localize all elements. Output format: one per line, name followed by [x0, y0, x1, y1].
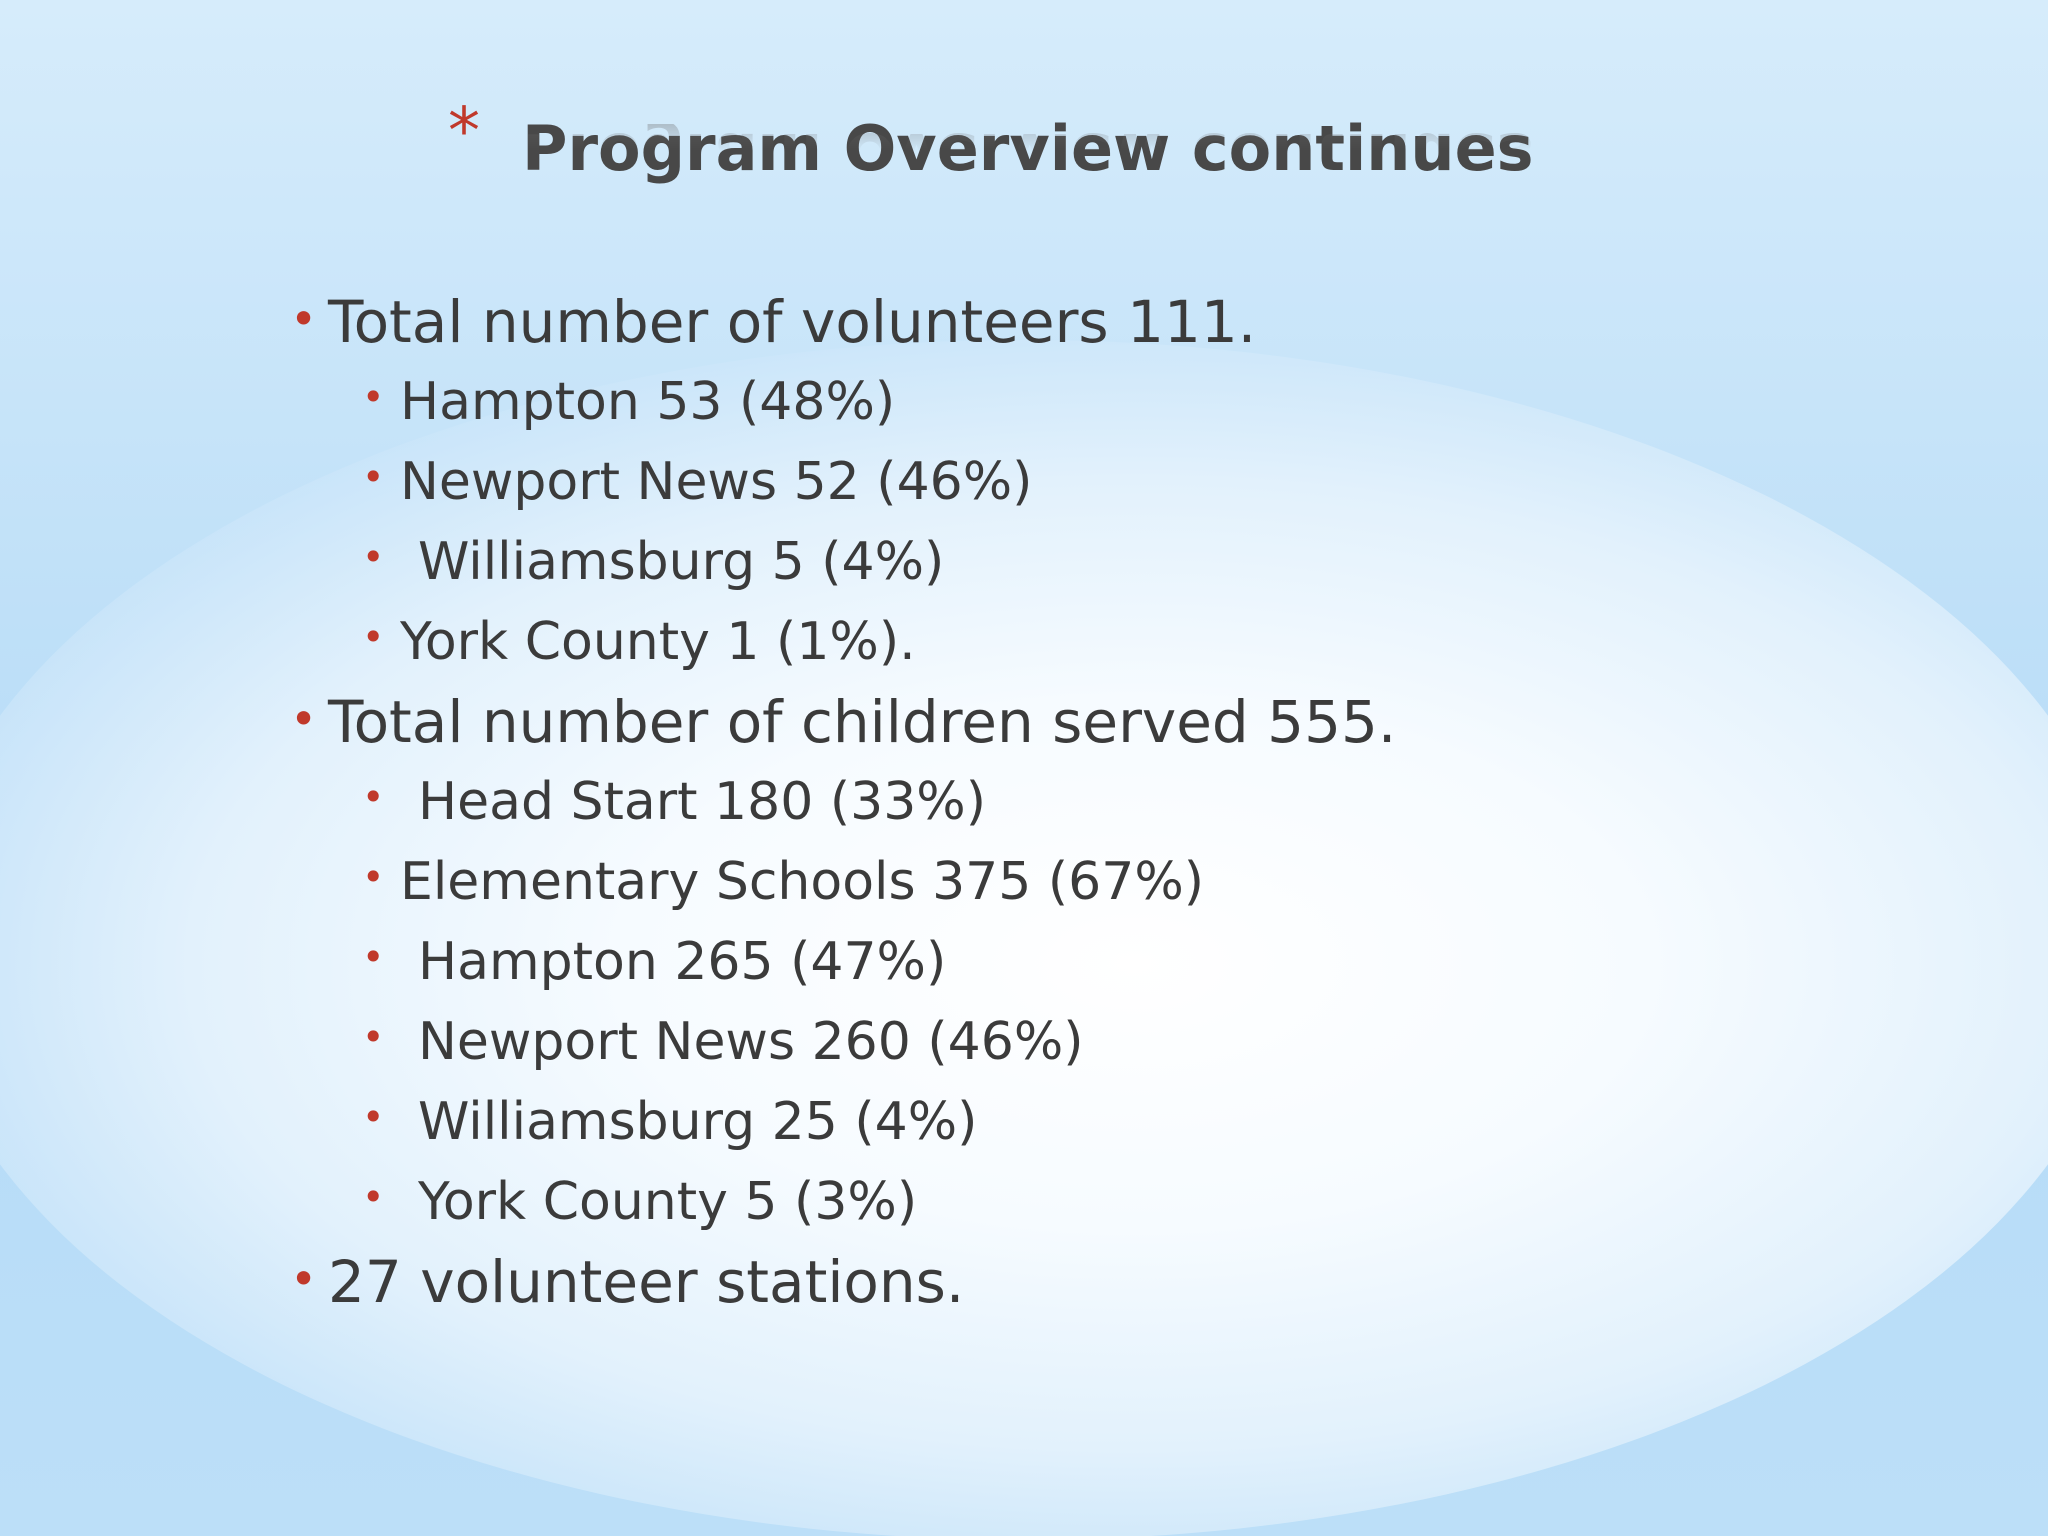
sub-bullet-item: • York County 5 (3%)	[290, 1162, 1396, 1242]
background-glow	[0, 340, 2048, 1536]
bullet-text: 27 volunteer stations.	[328, 1248, 965, 1316]
bullet-icon: •	[362, 855, 385, 899]
bullet-text: York County 5 (3%)	[418, 1172, 918, 1232]
bullet-icon: •	[362, 375, 385, 419]
bullet-icon: •	[290, 1252, 318, 1306]
bullet-item: • Total number of volunteers 111.	[290, 282, 1396, 362]
bullet-item: • 27 volunteer stations.	[290, 1242, 1396, 1322]
sub-bullet-item: • Hampton 53 (48%)	[290, 362, 1396, 442]
bullet-text: Elementary Schools 375 (67%)	[400, 852, 1205, 912]
sub-bullet-item: • Hampton 265 (47%)	[290, 922, 1396, 1002]
bullet-icon: •	[362, 615, 385, 659]
sub-bullet-item: • Williamsburg 25 (4%)	[290, 1082, 1396, 1162]
bullet-text: Williamsburg 5 (4%)	[418, 532, 945, 592]
bullet-icon: •	[362, 1095, 385, 1139]
bullet-icon: •	[290, 692, 318, 746]
bullet-icon: •	[362, 1015, 385, 1059]
bullet-icon: •	[362, 775, 385, 819]
title-asterisk-icon: *	[448, 95, 480, 169]
bullet-list: • Total number of volunteers 111. • Hampto…	[290, 282, 1396, 1322]
sub-bullet-item: • Elementary Schools 375 (67%)	[290, 842, 1396, 922]
bullet-icon: •	[290, 292, 318, 346]
bullet-icon: •	[362, 1175, 385, 1219]
bullet-text: Head Start 180 (33%)	[418, 772, 986, 832]
bullet-text: York County 1 (1%).	[400, 612, 916, 672]
bullet-icon: •	[362, 535, 385, 579]
bullet-text: Hampton 53 (48%)	[400, 372, 896, 432]
slide-title-reflection: Program Overview continues	[522, 119, 1534, 192]
sub-bullet-item: • Newport News 52 (46%)	[290, 442, 1396, 522]
bullet-icon: •	[362, 935, 385, 979]
slide-title: Program Overview continues	[522, 112, 1534, 185]
sub-bullet-item: • York County 1 (1%).	[290, 602, 1396, 682]
bullet-text: Total number of children served 555.	[328, 688, 1397, 756]
bullet-text: Newport News 260 (46%)	[418, 1012, 1084, 1072]
sub-bullet-item: • Williamsburg 5 (4%)	[290, 522, 1396, 602]
bullet-item: • Total number of children served 555.	[290, 682, 1396, 762]
sub-bullet-item: • Head Start 180 (33%)	[290, 762, 1396, 842]
sub-bullet-item: • Newport News 260 (46%)	[290, 1002, 1396, 1082]
bullet-text: Total number of volunteers 111.	[328, 288, 1257, 356]
bullet-text: Newport News 52 (46%)	[400, 452, 1033, 512]
bullet-text: Hampton 265 (47%)	[418, 932, 947, 992]
bullet-text: Williamsburg 25 (4%)	[418, 1092, 978, 1152]
bullet-icon: •	[362, 455, 385, 499]
